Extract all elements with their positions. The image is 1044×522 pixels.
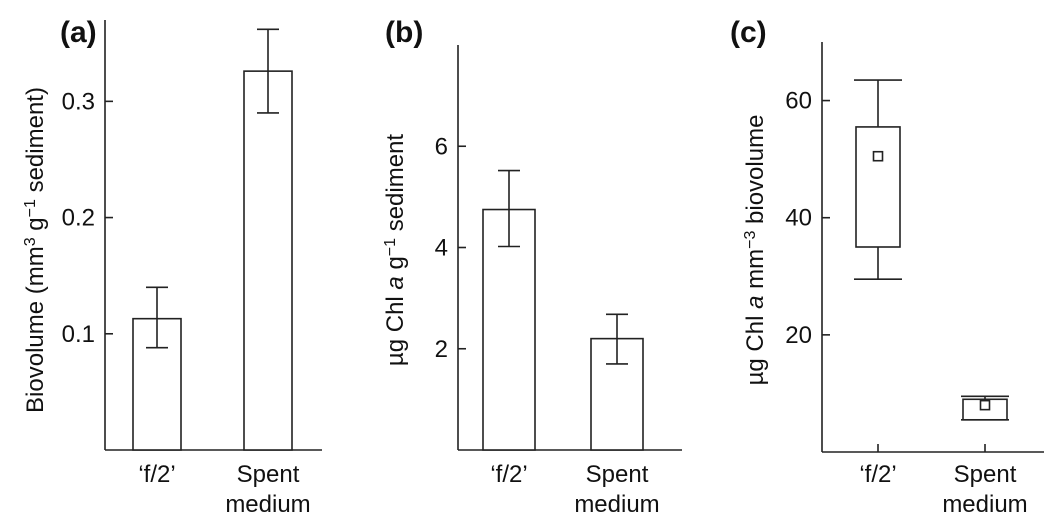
panel-c-mean-marker xyxy=(872,150,884,162)
panel-c-category-label: Spent medium xyxy=(942,461,1027,518)
panel-c-plot-area: 20 40 60 ‘f/2’ Spent medium xyxy=(785,42,1044,518)
panel-a-y-tick-label: 0.2 xyxy=(62,205,95,232)
panel-c-y-tick-label: 60 xyxy=(785,88,812,115)
panel-c-box xyxy=(855,126,901,248)
panel-a: (a) Biovolume (mm3 g−1 sediment) 0.10.20… xyxy=(22,16,322,518)
panel-a-y-axis-title: Biovolume (mm3 g−1 sediment) xyxy=(22,87,50,413)
panel-c-y-axis-title: µg Chl a mm−3 biovolume xyxy=(742,115,770,386)
panel-b-y-tick-label: 4 xyxy=(435,235,448,262)
panel-a-y-tick-label: 0.1 xyxy=(62,321,95,348)
panel-b-category-label: ‘f/2’ xyxy=(490,461,527,488)
panel-c-mean-marker xyxy=(979,399,991,411)
panel-b-label: (b) xyxy=(385,16,423,49)
panel-b-y-axis-title: µg Chl a g−1 sediment xyxy=(382,134,410,367)
panel-c: (c) µg Chl a mm−3 biovolume 20 40 60 ‘f/2’ S… xyxy=(730,16,1044,518)
panel-a-y-tick-label: 0.3 xyxy=(62,88,95,115)
panel-a-category-label: ‘f/2’ xyxy=(138,461,175,488)
panel-b-y-tick-label: 6 xyxy=(435,133,448,160)
panel-c-y-tick-label: 20 xyxy=(785,322,812,349)
panel-b: (b) µg Chl a g−1 sediment 2 4 6 ‘f/2’ Spent m… xyxy=(382,16,682,518)
panel-c-category-label: ‘f/2’ xyxy=(859,461,896,488)
panel-c-label: (c) xyxy=(730,16,767,49)
panel-a-bar xyxy=(243,70,293,451)
panel-b-plot-area: 2 4 6 ‘f/2’ Spent medium xyxy=(435,45,682,518)
panel-b-category-label: Spent medium xyxy=(574,461,659,518)
panel-b-y-tick-label: 2 xyxy=(435,336,448,363)
panel-a-label: (a) xyxy=(60,16,97,49)
panel-b-bar xyxy=(482,208,536,451)
panel-a-plot-area: 0.1 0.2 0.3 ‘f/2’ Spent medium xyxy=(62,20,322,518)
panel-c-y-tick-label: 40 xyxy=(785,205,812,232)
panel-a-category-label: Spent medium xyxy=(225,461,310,518)
